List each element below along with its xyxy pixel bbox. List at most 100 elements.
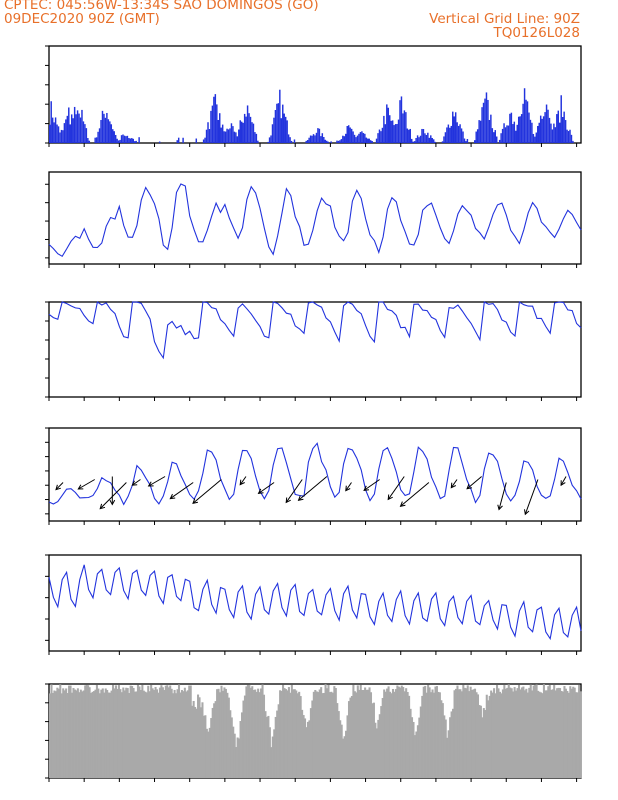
cloud-bar — [65, 688, 68, 778]
cloud-bar — [569, 686, 572, 778]
cloud-bar — [340, 724, 343, 778]
cloud-bar — [525, 688, 528, 778]
cloud-bar — [160, 685, 163, 778]
cloud-bar — [538, 691, 541, 778]
cloud-bar — [463, 687, 466, 778]
precipitation-bar — [523, 88, 526, 143]
cloud-bar — [506, 687, 509, 778]
wind-arrow-head — [169, 493, 176, 500]
precipitation-bar — [498, 139, 501, 143]
cloud-bar — [173, 689, 176, 778]
wind-arrow-shaft — [285, 479, 303, 503]
cloud-bar — [293, 689, 296, 778]
precipitation-bar — [235, 132, 237, 143]
pressure-frame — [48, 554, 582, 652]
cloud-bar — [444, 719, 447, 778]
precipitation-bar — [487, 99, 489, 143]
precipitation-bar — [208, 129, 211, 143]
precipitation-bar — [290, 140, 293, 143]
cloud-bar — [520, 687, 523, 778]
precipitation-bar — [252, 123, 255, 143]
wind-arrow-shaft — [345, 482, 352, 491]
cloud-bar — [166, 685, 169, 778]
cloud-bar — [298, 691, 301, 778]
cloud-bar — [478, 705, 481, 778]
cloud-bar — [154, 686, 157, 778]
cloud-bar — [441, 703, 444, 778]
precipitation-bar — [177, 137, 180, 143]
precipitation-bar — [317, 128, 319, 143]
precipitation-bar — [519, 116, 521, 143]
cloud-bar — [365, 689, 368, 778]
precipitation-bar — [106, 112, 108, 143]
cloud-bar — [488, 695, 491, 778]
precipitation-bar — [233, 131, 236, 143]
cloud-bar — [258, 692, 261, 778]
cloud-bar — [516, 688, 519, 778]
cloud-bar — [358, 689, 361, 778]
cloud-bar — [92, 691, 96, 778]
cloud-bar — [276, 710, 279, 778]
cloud-bar — [564, 688, 567, 778]
wind-arrow-shaft — [400, 482, 430, 507]
cloud-bar — [208, 727, 211, 778]
precipitation-bar — [413, 141, 416, 143]
cloud-bar — [460, 691, 463, 778]
precipitation-bar — [490, 114, 492, 143]
precipitation-bar — [305, 140, 307, 143]
precipitation-bar — [216, 104, 218, 143]
cloud-bar — [544, 690, 547, 778]
precipitation-bar — [325, 140, 328, 143]
cloud-bar — [214, 701, 217, 778]
cloud-bar — [103, 692, 106, 778]
cloud-bar — [380, 706, 383, 778]
cloud-bar — [372, 702, 375, 778]
precipitation-bars — [49, 88, 574, 143]
cloud-bar — [554, 690, 557, 778]
cloud-bar — [197, 694, 200, 778]
precipitation-bar — [349, 127, 351, 143]
precipitation-bar — [94, 137, 96, 143]
precipitation-bar — [491, 128, 494, 143]
precipitation-bar — [394, 124, 397, 143]
precipitation-bar — [53, 122, 55, 143]
precipitation-bar — [340, 139, 343, 143]
cloud-bar — [529, 684, 532, 778]
precipitation-bar — [364, 133, 366, 143]
cloud-bar — [226, 692, 229, 778]
precipitation-bar — [125, 136, 127, 143]
cloud-bar — [545, 690, 548, 778]
cloud-bar — [396, 685, 399, 778]
cloud-bar — [447, 730, 450, 778]
cloud-bar — [406, 692, 409, 778]
cloud-bar — [70, 692, 74, 778]
precipitation-bar — [182, 137, 184, 143]
precipitation-bar — [559, 122, 561, 143]
cloud-bar — [202, 715, 205, 778]
precipitation-bar — [240, 121, 243, 143]
precipitation-bar — [132, 138, 135, 143]
cloud-bar — [255, 691, 258, 778]
precipitation-bar — [254, 132, 256, 143]
wind-arrow-shaft — [55, 482, 64, 490]
precipitation-bar — [134, 141, 136, 143]
humidity-frame — [48, 301, 582, 398]
cloud-bar — [487, 700, 490, 778]
wind-arrow — [450, 479, 458, 489]
cloud-bar — [257, 688, 260, 778]
precipitation-bar — [542, 116, 545, 143]
cloud-bar — [350, 696, 353, 778]
precipitation-bar — [248, 113, 250, 143]
wind-arrow — [497, 482, 507, 511]
precipitation-bar — [570, 134, 573, 143]
precipitation-bar — [427, 132, 429, 143]
cloud-bar — [163, 690, 166, 778]
cloud-bar — [79, 689, 82, 778]
precipitation-bar — [513, 121, 516, 143]
cloud-bar — [428, 687, 431, 778]
precipitation-bar — [224, 131, 227, 143]
precipitation-bar — [393, 125, 395, 143]
cloud-bar — [400, 685, 403, 778]
cloud-bar — [279, 690, 282, 778]
cloud-bar — [454, 688, 458, 778]
